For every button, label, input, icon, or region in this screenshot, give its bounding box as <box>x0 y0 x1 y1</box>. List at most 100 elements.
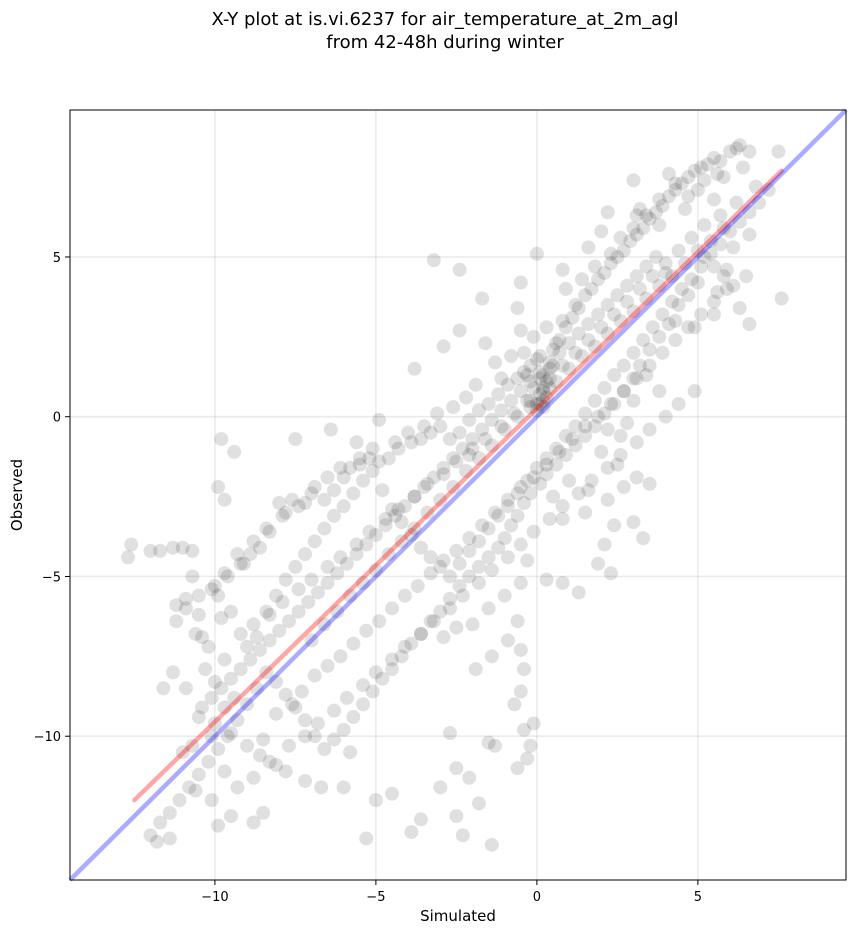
data-point <box>529 246 544 261</box>
data-point <box>568 345 583 360</box>
reference-lines <box>68 108 848 882</box>
data-point <box>481 550 496 565</box>
data-point <box>375 483 390 498</box>
data-point <box>626 221 641 236</box>
data-point <box>507 697 522 712</box>
data-point <box>668 313 683 328</box>
data-point <box>629 269 644 284</box>
data-point <box>558 281 573 296</box>
x-tick-label-1: −5 <box>366 890 385 905</box>
data-point <box>452 556 467 571</box>
data-point <box>359 623 374 638</box>
data-point <box>227 444 242 459</box>
data-point <box>275 595 290 610</box>
data-point <box>259 604 274 619</box>
data-point <box>349 547 364 562</box>
data-point <box>549 336 564 351</box>
data-point <box>671 396 686 411</box>
data-point <box>545 342 560 357</box>
data-point <box>246 617 261 632</box>
data-point <box>359 537 374 552</box>
data-point <box>120 550 135 565</box>
data-point <box>191 710 206 725</box>
data-point <box>571 585 586 600</box>
data-point <box>558 448 573 463</box>
data-point <box>539 451 554 466</box>
data-point <box>372 412 387 427</box>
data-point <box>520 751 535 766</box>
data-point <box>449 454 464 469</box>
data-point <box>687 163 702 178</box>
data-point <box>278 505 293 520</box>
data-point <box>455 828 470 843</box>
data-point <box>533 364 548 379</box>
data-point <box>343 588 358 603</box>
x-tick-label-0: −10 <box>201 890 228 905</box>
data-point <box>574 272 589 287</box>
data-point <box>368 665 383 680</box>
data-point <box>587 339 602 354</box>
x-tick-label-2: 0 <box>533 890 541 905</box>
data-point <box>526 524 541 539</box>
data-point <box>233 556 248 571</box>
data-point <box>404 435 419 450</box>
data-point <box>240 639 255 654</box>
data-point <box>729 141 744 156</box>
data-point <box>436 339 451 354</box>
data-point <box>603 256 618 271</box>
data-point <box>742 317 757 332</box>
data-point <box>626 393 641 408</box>
data-point <box>252 642 267 657</box>
data-point <box>484 563 499 578</box>
data-point <box>214 432 229 447</box>
data-point <box>465 441 480 456</box>
data-point <box>655 307 670 322</box>
data-point <box>681 189 696 204</box>
data-point <box>423 566 438 581</box>
data-point <box>520 553 535 568</box>
data-point <box>211 742 226 757</box>
data-point <box>510 371 525 386</box>
data-point <box>336 470 351 485</box>
data-point <box>649 205 664 220</box>
data-point <box>291 582 306 597</box>
data-point <box>529 460 544 475</box>
data-point <box>642 342 657 357</box>
data-point <box>240 738 255 753</box>
data-point <box>307 729 322 744</box>
data-point <box>558 320 573 335</box>
y-tick-label-2: 0 <box>53 411 61 426</box>
data-point <box>349 537 364 552</box>
data-point <box>211 480 226 495</box>
data-point <box>269 757 284 772</box>
data-point <box>178 681 193 696</box>
data-point <box>504 349 519 364</box>
data-point <box>536 400 551 415</box>
data-point <box>124 537 139 552</box>
data-point <box>603 246 618 261</box>
data-point <box>178 591 193 606</box>
data-point <box>468 377 483 392</box>
data-point <box>513 684 528 699</box>
data-point <box>713 154 728 169</box>
data-point <box>600 460 615 475</box>
data-point <box>304 486 319 501</box>
data-point <box>236 556 251 571</box>
data-point <box>275 508 290 523</box>
data-point <box>687 384 702 399</box>
data-point <box>706 307 721 322</box>
data-point <box>269 706 284 721</box>
data-point <box>732 214 747 229</box>
data-point <box>459 390 474 405</box>
data-point <box>323 422 338 437</box>
data-point <box>211 588 226 603</box>
data-point <box>201 639 216 654</box>
data-point <box>607 368 622 383</box>
data-point <box>433 419 448 434</box>
data-point <box>310 716 325 731</box>
data-point <box>327 508 342 523</box>
data-point <box>362 524 377 539</box>
data-point <box>632 281 647 296</box>
data-point <box>668 176 683 191</box>
data-point <box>690 182 705 197</box>
